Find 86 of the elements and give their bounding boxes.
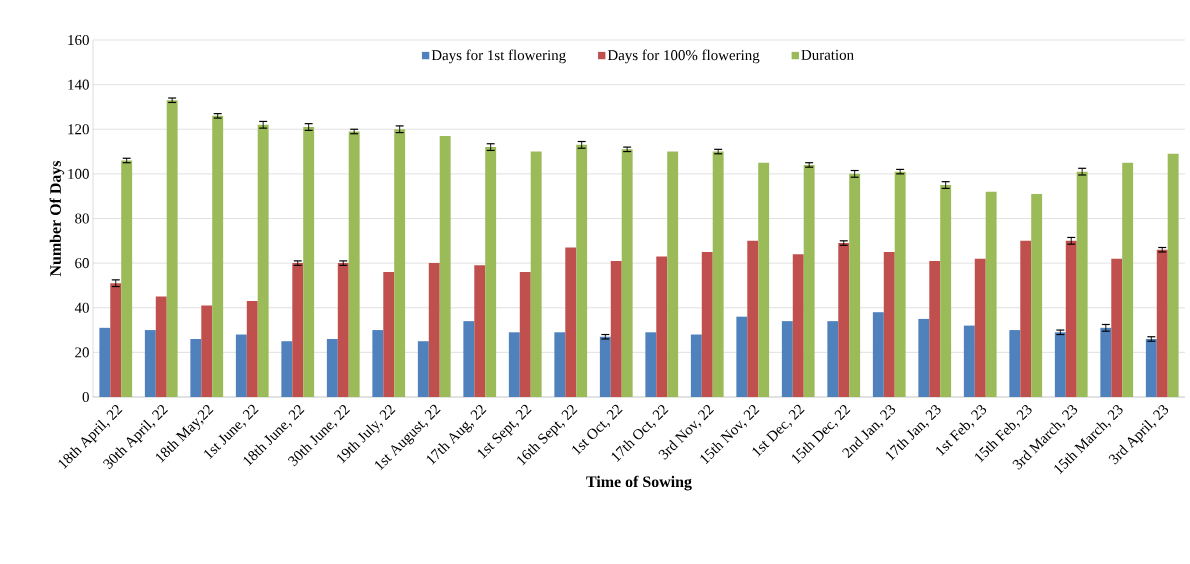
bar	[1100, 327, 1112, 397]
bar	[747, 240, 759, 397]
bar	[1031, 193, 1043, 397]
y-tick-label: 120	[68, 124, 89, 135]
legend-label: Days for 1st flowering	[431, 49, 566, 64]
y-tick-label: 80	[75, 213, 89, 224]
bar	[428, 263, 440, 397]
bar	[1065, 240, 1077, 397]
bar	[155, 296, 167, 397]
y-tick-label: 100	[68, 168, 89, 179]
bar	[781, 321, 793, 397]
bar	[872, 312, 884, 397]
bar	[929, 260, 941, 397]
bar	[246, 301, 258, 397]
bar	[439, 135, 451, 397]
bar	[110, 283, 122, 397]
bar	[190, 338, 202, 397]
bar	[792, 254, 804, 397]
bar	[701, 251, 713, 397]
bar	[1156, 249, 1168, 397]
bar	[508, 332, 520, 397]
bar	[166, 100, 178, 397]
bar	[645, 332, 657, 397]
bar	[576, 144, 588, 397]
y-tick-label: 40	[74, 302, 89, 313]
bar	[463, 321, 475, 397]
bar	[1122, 162, 1134, 397]
bar	[372, 330, 384, 397]
y-tick-label: 140	[68, 79, 89, 90]
bar	[883, 251, 895, 397]
bar	[99, 327, 111, 397]
x-axis-title: Time of Sowing	[586, 475, 692, 491]
y-tick-label: 20	[75, 347, 89, 358]
bar	[849, 173, 861, 397]
bar	[838, 243, 850, 397]
bar	[474, 265, 486, 397]
legend-label: Duration	[801, 49, 854, 60]
bar	[257, 124, 269, 397]
bar	[940, 185, 952, 397]
bar	[974, 258, 986, 397]
bar	[621, 149, 633, 397]
bar	[144, 330, 156, 397]
bar	[212, 115, 224, 397]
bar	[803, 164, 815, 397]
bar	[1111, 258, 1123, 397]
bar	[565, 247, 577, 397]
bar	[121, 160, 133, 397]
bar	[758, 162, 770, 397]
bar	[326, 338, 338, 397]
legend-label: Days for 100% flowering	[607, 49, 760, 64]
bar	[1054, 332, 1066, 397]
bar	[1009, 330, 1021, 397]
bar	[303, 127, 315, 397]
bar	[1076, 171, 1088, 397]
bar	[394, 129, 406, 397]
bar	[530, 151, 542, 397]
bar	[918, 318, 930, 397]
bar	[690, 334, 702, 397]
bar	[827, 321, 839, 397]
bar	[485, 147, 497, 397]
bar	[519, 272, 531, 397]
bar	[610, 260, 622, 397]
y-axis-title: Number Of Days	[49, 160, 65, 277]
bar	[1145, 338, 1157, 397]
bar	[383, 272, 395, 397]
bar	[292, 263, 304, 397]
bar	[554, 332, 566, 397]
bar	[985, 191, 997, 397]
bar	[736, 316, 748, 397]
bar	[963, 325, 975, 397]
y-tick-label: 0	[82, 391, 89, 403]
bar	[281, 341, 293, 397]
bar	[1020, 240, 1032, 397]
bar	[712, 151, 724, 397]
bar	[417, 341, 429, 397]
y-tick-label: 160	[68, 34, 89, 46]
bar	[656, 256, 668, 397]
bar	[1167, 153, 1179, 397]
y-tick-label: 60	[75, 258, 89, 269]
bar	[599, 336, 611, 397]
bar	[337, 263, 349, 397]
bar	[348, 131, 360, 397]
bar	[235, 334, 247, 397]
bar	[201, 305, 213, 397]
bar	[894, 171, 906, 397]
bar	[667, 151, 679, 397]
